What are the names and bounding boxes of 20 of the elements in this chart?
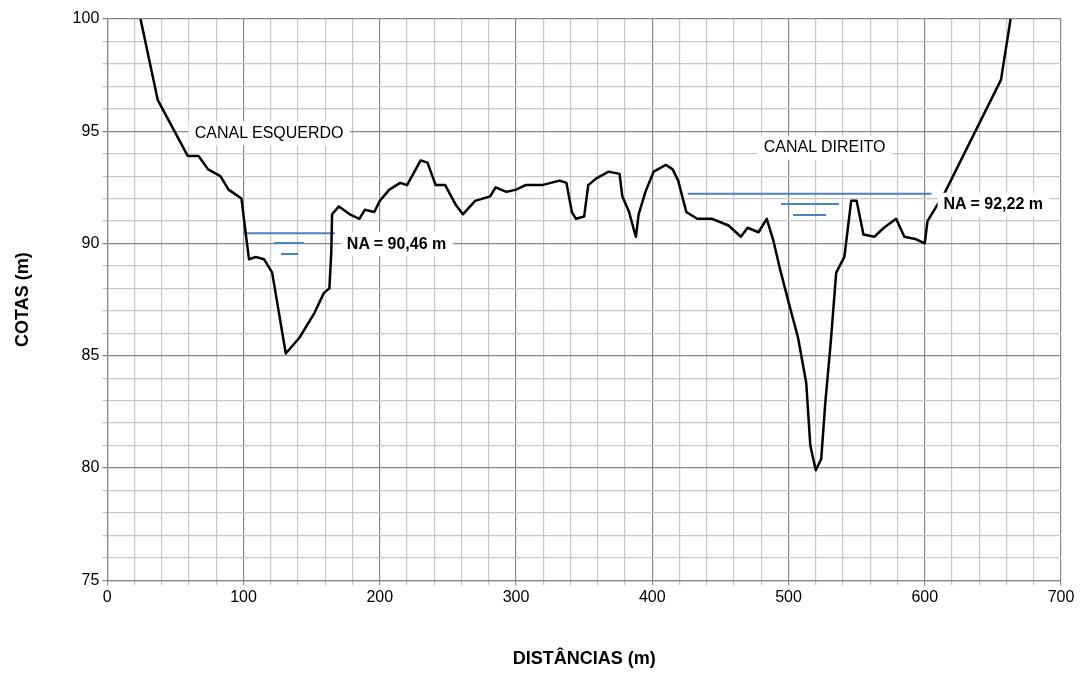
x-tick-label: 500 <box>775 588 802 606</box>
x-tick-label: 700 <box>1047 588 1075 606</box>
y-tick-label: 95 <box>81 121 100 139</box>
y-axis-title: COTAS (m) <box>11 252 32 347</box>
annotation: CANAL DIREITO <box>763 138 886 156</box>
y-tick-label: 85 <box>81 346 100 364</box>
x-tick-label: 200 <box>366 588 394 606</box>
y-tick-label: 90 <box>81 233 100 251</box>
y-tick-label: 100 <box>72 9 100 27</box>
x-tick-label: 600 <box>911 588 939 606</box>
x-tick-label: 0 <box>102 588 112 606</box>
annotation: NA = 90,46 m <box>346 234 447 252</box>
x-tick-label: 300 <box>502 588 530 606</box>
x-tick-label: 100 <box>230 588 257 606</box>
x-axis-title: DISTÂNCIAS (m) <box>512 647 656 669</box>
y-tick-label: 75 <box>81 570 100 588</box>
annotation: NA = 92,22 m <box>943 195 1044 213</box>
x-tick-label: 400 <box>638 588 666 606</box>
y-tick-label: 80 <box>81 458 100 476</box>
annotation: CANAL ESQUERDO <box>194 123 344 141</box>
